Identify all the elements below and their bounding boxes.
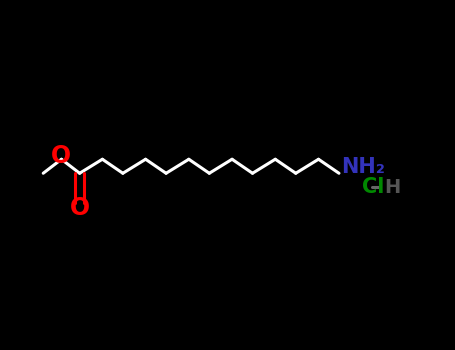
Text: Cl: Cl <box>362 177 384 197</box>
Text: NH₂: NH₂ <box>341 157 385 177</box>
Text: H: H <box>384 178 401 197</box>
Text: O: O <box>51 144 71 168</box>
Text: O: O <box>70 196 90 220</box>
